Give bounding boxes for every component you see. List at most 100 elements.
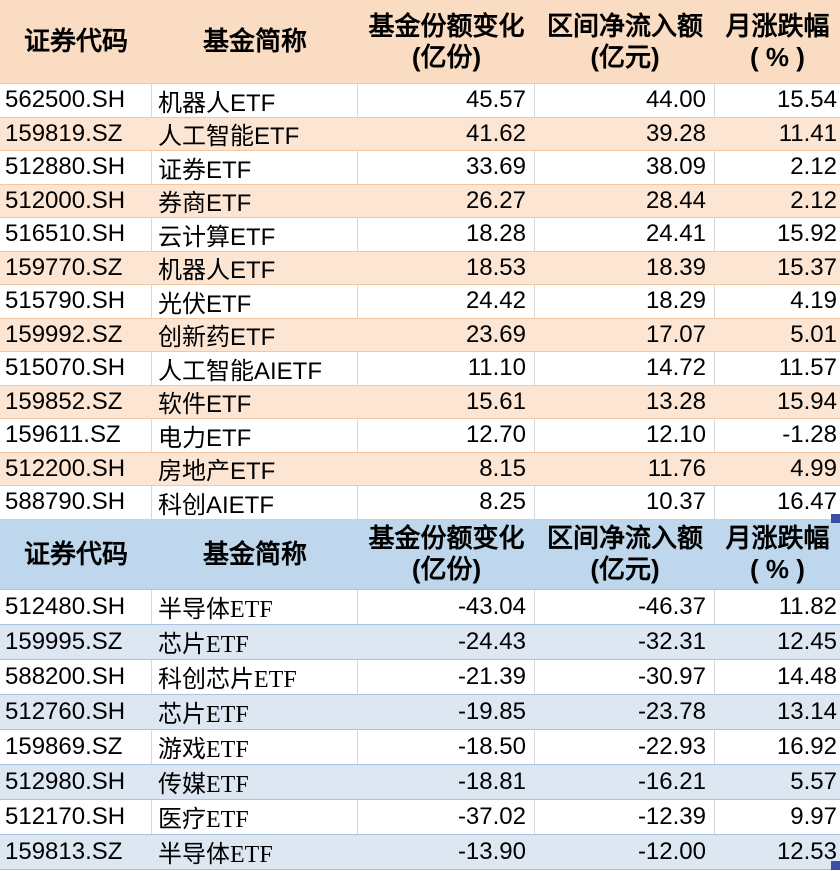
net-inflow-cell[interactable]: -16.21 [637, 767, 706, 795]
net-inflow-cell[interactable]: -12.39 [535, 799, 715, 834]
code-cell[interactable]: 512170.SH [0, 799, 152, 834]
name-cell[interactable]: 软件ETF [158, 391, 252, 418]
code-cell[interactable]: 159819.SZ [5, 119, 123, 147]
code-cell[interactable]: 159995.SZ [5, 627, 123, 655]
share-change-cell[interactable]: -18.81 [457, 767, 526, 795]
monthly-change-cell[interactable]: 12.45 [776, 627, 837, 655]
header-code[interactable]: 证券代码 [23, 538, 128, 569]
name-cell[interactable]: 机器人ETF [152, 84, 358, 117]
name-cell[interactable]: 传媒ETF [158, 772, 249, 798]
net-inflow-cell[interactable]: 14.72 [535, 352, 715, 385]
code-cell[interactable]: 159770.SZ [5, 253, 123, 281]
net-inflow-cell[interactable]: 11.76 [647, 454, 706, 482]
code-cell[interactable]: 515070.SH [0, 352, 152, 385]
share-change-cell[interactable]: 24.42 [358, 285, 535, 318]
name-cell[interactable]: 半导体ETF [158, 842, 273, 868]
name-cell[interactable]: 游戏ETF [152, 729, 358, 764]
net-inflow-cell[interactable]: -46.37 [535, 589, 715, 624]
share-change-cell[interactable]: -43.04 [358, 589, 535, 624]
name-cell[interactable]: 电力ETF [152, 419, 358, 452]
code-cell[interactable]: 512880.SH [0, 151, 152, 184]
name-cell[interactable]: 券商ETF [158, 190, 252, 217]
name-cell[interactable]: 科创芯片ETF [152, 659, 358, 694]
share-change-cell[interactable]: 8.25 [358, 486, 535, 519]
monthly-change-cell[interactable]: -1.28 [782, 421, 837, 449]
net-inflow-cell[interactable]: 10.37 [535, 486, 715, 519]
monthly-change-cell[interactable]: 11.82 [778, 592, 837, 620]
share-change-cell[interactable]: -37.02 [358, 799, 535, 834]
share-change-cell[interactable]: 33.69 [358, 151, 535, 184]
header-net-inflow[interactable]: 区间净流入额 (亿元) [535, 520, 715, 589]
name-cell[interactable]: 科创AIETF [152, 486, 358, 519]
code-cell[interactable]: 516510.SH [0, 218, 152, 251]
header-code[interactable]: 证券代码 [23, 26, 128, 57]
net-inflow-cell[interactable]: 44.00 [535, 84, 715, 117]
share-change-cell[interactable]: 18.53 [465, 253, 526, 281]
code-cell[interactable]: 159852.SZ [5, 387, 123, 415]
fill-handle[interactable] [831, 513, 840, 523]
name-cell[interactable]: 人工智能AIETF [152, 352, 358, 385]
monthly-change-cell[interactable]: 15.54 [776, 86, 837, 114]
share-change-cell[interactable]: 15.61 [465, 387, 526, 415]
net-inflow-cell[interactable]: 39.28 [645, 119, 706, 147]
monthly-change-cell[interactable]: 16.47 [776, 488, 837, 516]
share-change-cell[interactable]: -18.50 [358, 729, 535, 764]
monthly-change-cell[interactable]: 13.14 [776, 697, 837, 725]
name-cell[interactable]: 房地产ETF [158, 458, 276, 485]
code-cell[interactable]: 515790.SH [0, 285, 152, 318]
code-cell[interactable]: 512480.SH [0, 589, 152, 624]
code-cell[interactable]: 588790.SH [0, 486, 152, 519]
name-cell[interactable]: 人工智能ETF [158, 123, 300, 150]
header-monthly-change[interactable]: 月涨跌幅 ( % ) [715, 520, 840, 589]
code-cell[interactable]: 512760.SH [5, 697, 126, 725]
header-fund-name[interactable]: 基金简称 [202, 538, 307, 569]
net-inflow-cell[interactable]: 17.07 [645, 320, 706, 348]
header-net-inflow[interactable]: 区间净流入额 (亿元) [535, 0, 715, 83]
name-cell[interactable]: 云计算ETF [152, 218, 358, 251]
share-change-cell[interactable]: 26.27 [465, 186, 526, 214]
code-cell[interactable]: 159992.SZ [5, 320, 123, 348]
net-inflow-cell[interactable]: -32.31 [637, 627, 706, 655]
net-inflow-cell[interactable]: -30.97 [535, 659, 715, 694]
code-cell[interactable]: 512980.SH [5, 767, 126, 795]
name-cell[interactable]: 创新药ETF [158, 324, 276, 351]
code-cell[interactable]: 159813.SZ [5, 837, 123, 865]
monthly-change-cell[interactable]: 11.41 [778, 119, 837, 147]
monthly-change-cell[interactable]: 2.12 [790, 186, 837, 214]
monthly-change-cell[interactable]: 2.12 [790, 153, 837, 181]
share-change-cell[interactable]: 11.10 [358, 352, 535, 385]
net-inflow-cell[interactable]: 24.41 [535, 218, 715, 251]
share-change-cell[interactable]: 41.62 [465, 119, 526, 147]
net-inflow-cell[interactable]: 18.29 [535, 285, 715, 318]
share-change-cell[interactable]: -24.43 [457, 627, 526, 655]
code-cell[interactable]: 159869.SZ [0, 729, 152, 764]
share-change-cell[interactable]: -13.90 [457, 837, 526, 865]
name-cell[interactable]: 光伏ETF [152, 285, 358, 318]
fill-handle[interactable] [831, 860, 840, 870]
share-change-cell[interactable]: 12.70 [358, 419, 535, 452]
share-change-cell[interactable]: -21.39 [358, 659, 535, 694]
net-inflow-cell[interactable]: -23.78 [637, 697, 706, 725]
header-share-change[interactable]: 基金份额变化 (亿份) [358, 0, 535, 83]
net-inflow-cell[interactable]: 13.28 [645, 387, 706, 415]
code-cell[interactable]: 512000.SH [5, 186, 126, 214]
share-change-cell[interactable]: -19.85 [457, 697, 526, 725]
share-change-cell[interactable]: 45.57 [358, 84, 535, 117]
monthly-change-cell[interactable]: 4.19 [790, 287, 837, 315]
monthly-change-cell[interactable]: 15.37 [776, 253, 837, 281]
name-cell[interactable]: 半导体ETF [152, 589, 358, 624]
code-cell[interactable]: 588200.SH [0, 659, 152, 694]
net-inflow-cell[interactable]: 18.39 [645, 253, 706, 281]
net-inflow-cell[interactable]: -12.00 [637, 837, 706, 865]
monthly-change-cell[interactable]: 11.57 [778, 354, 837, 382]
share-change-cell[interactable]: 23.69 [465, 320, 526, 348]
name-cell[interactable]: 机器人ETF [158, 257, 276, 284]
name-cell[interactable]: 芯片ETF [158, 632, 249, 658]
monthly-change-cell[interactable]: 9.97 [790, 802, 837, 830]
header-monthly-change[interactable]: 月涨跌幅 ( % ) [715, 0, 840, 83]
name-cell[interactable]: 医疗ETF [152, 799, 358, 834]
share-change-cell[interactable]: 18.28 [358, 218, 535, 251]
monthly-change-cell[interactable]: 5.57 [790, 767, 837, 795]
net-inflow-cell[interactable]: -22.93 [535, 729, 715, 764]
share-change-cell[interactable]: 8.15 [479, 454, 526, 482]
